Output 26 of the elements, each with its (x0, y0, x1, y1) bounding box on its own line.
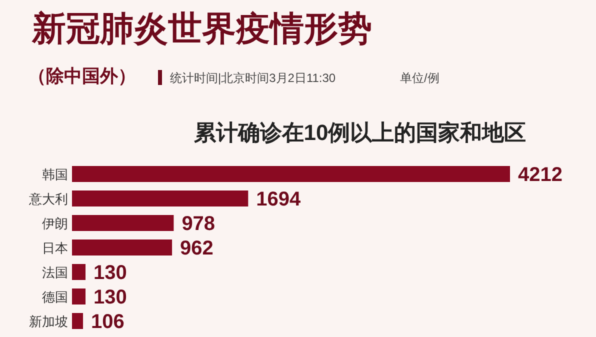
text: （除中国外） (28, 66, 136, 86)
y-tick-label: 新加坡 (29, 314, 68, 329)
data-label: 130 (94, 262, 127, 284)
y-tick-label: 意大利 (28, 192, 68, 206)
text: 统计时间|北京时间3月2日11:30 (170, 71, 336, 85)
y-tick-label: 法国 (42, 265, 68, 280)
bar (72, 288, 86, 304)
y-tick-label: 伊朗 (42, 216, 68, 231)
data-label: 1694 (256, 188, 302, 210)
y-tick-label: 德国 (42, 290, 68, 304)
y-tick-label: 韩国 (42, 167, 68, 182)
data-label: 4212 (518, 164, 562, 186)
chart-subtitle: 累计确诊在10例以上的国家和地区 (192, 120, 526, 145)
bar (72, 264, 86, 280)
data-label: 962 (180, 238, 214, 260)
bar (72, 190, 248, 206)
bar (72, 215, 174, 231)
data-label: 106 (91, 311, 124, 333)
bar (72, 166, 510, 182)
bar (72, 240, 172, 256)
chart-title: 新冠肺炎世界疫情形势 (31, 10, 372, 48)
y-tick-label: 日本 (42, 240, 68, 256)
data-label: 978 (182, 213, 216, 235)
bar (72, 313, 84, 329)
data-label: 130 (94, 286, 127, 308)
text: 单位/例 (400, 71, 440, 85)
